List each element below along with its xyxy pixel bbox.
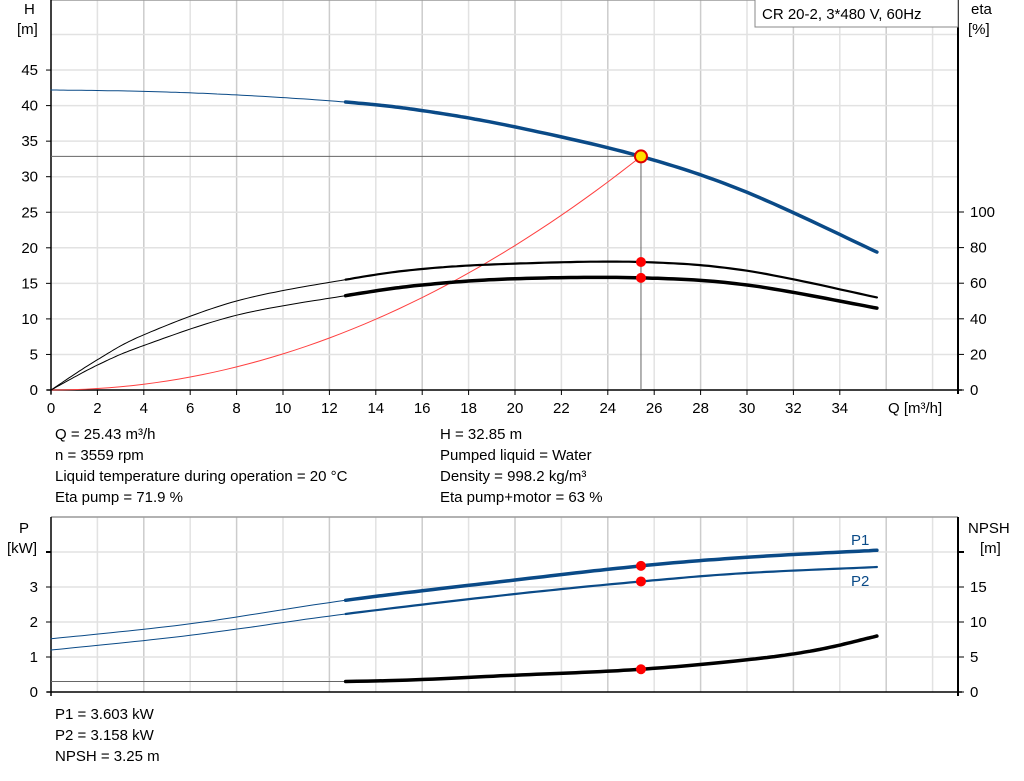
p-axis-label: [kW] <box>7 540 37 557</box>
x-tick-label: 20 <box>507 400 524 417</box>
info-temp: Liquid temperature during operation = 20… <box>55 468 348 485</box>
system-curve <box>50 156 642 391</box>
P1-curve <box>343 548 879 603</box>
p-tick-label: 0 <box>30 684 38 701</box>
info-q: Q = 25.43 m³/h <box>55 426 156 443</box>
eta-tick-label: 80 <box>970 240 987 257</box>
x-tick-label: 22 <box>553 400 570 417</box>
P1-curve-thin <box>50 599 347 640</box>
legend-box <box>754 0 959 28</box>
p-tick-label: 2 <box>30 614 38 631</box>
x-tick-label: 12 <box>321 400 338 417</box>
eta-axis-label: [%] <box>968 21 990 38</box>
eta-pump-motor-point <box>635 272 646 283</box>
eta-axis-label: eta <box>971 1 993 18</box>
y-axis-label: H <box>24 1 35 18</box>
x-tick-label: 32 <box>785 400 802 417</box>
y-tick-label: 0 <box>30 382 38 399</box>
x-tick-label: 16 <box>414 400 431 417</box>
eta-tick-label: 40 <box>970 311 987 328</box>
eta-tick-label: 60 <box>970 275 987 292</box>
npsh-axis-label: NPSH <box>968 520 1010 537</box>
info-n: n = 3559 rpm <box>55 447 144 464</box>
y-tick-label: 35 <box>21 133 38 150</box>
y-tick-label: 20 <box>21 240 38 257</box>
info-liquid: Pumped liquid = Water <box>440 447 592 464</box>
y-tick-label: 5 <box>30 346 38 363</box>
operating-point <box>633 149 648 164</box>
y-tick-label: 30 <box>21 169 38 186</box>
x-tick-label: 24 <box>599 400 616 417</box>
npsh-tick-label: 0 <box>970 684 978 701</box>
info-p2: P2 = 3.158 kW <box>55 727 154 744</box>
x-tick-label: 6 <box>186 400 194 417</box>
y-tick-label: 40 <box>21 98 38 115</box>
x-axis-label: Q [m³/h] <box>888 400 942 417</box>
eta-pump-motor-curve-thin <box>50 295 347 391</box>
x-tick-label: 34 <box>831 400 848 417</box>
legend-text: CR 20-2, 3*480 V, 60Hz <box>762 6 922 23</box>
H-curve <box>343 100 879 254</box>
info-bottom: P1 = 3.603 kW P2 = 3.158 kW NPSH = 3.25 … <box>55 704 160 767</box>
y-tick-label: 10 <box>21 311 38 328</box>
x-tick-label: 4 <box>140 400 148 417</box>
x-tick-label: 30 <box>739 400 756 417</box>
eta-pump-point <box>635 257 646 268</box>
y-axis-label: [m] <box>17 21 38 38</box>
x-tick-label: 2 <box>93 400 101 417</box>
eta-pump-curve-thin <box>50 279 347 391</box>
info-p1: P1 = 3.603 kW <box>55 706 154 723</box>
NPSH-point <box>635 664 646 675</box>
info-h: H = 32.85 m <box>440 426 523 443</box>
npsh-tick-label: 5 <box>970 649 978 666</box>
x-tick-label: 0 <box>47 400 55 417</box>
eta-tick-label: 20 <box>970 346 987 363</box>
H-curve-thin <box>50 89 347 103</box>
info-density: Density = 998.2 kg/m³ <box>440 468 587 485</box>
y-tick-label: 15 <box>21 275 38 292</box>
npsh-tick-label: 10 <box>970 614 987 631</box>
p-tick-label: 3 <box>30 579 38 596</box>
info-npsh: NPSH = 3.25 m <box>55 748 160 765</box>
npsh-tick-label: 15 <box>970 579 987 596</box>
P1-point <box>635 560 646 571</box>
info-top-left: Q = 25.43 m³/h n = 3559 rpm Liquid tempe… <box>55 424 347 508</box>
info-eta-total: Eta pump+motor = 63 % <box>440 489 603 506</box>
npsh-axis-label: [m] <box>980 540 1001 557</box>
y-tick-label: 45 <box>21 62 38 79</box>
p1-series-label: P1 <box>851 532 869 549</box>
x-tick-label: 28 <box>692 400 709 417</box>
p2-series-label: P2 <box>851 573 869 590</box>
info-top-right: H = 32.85 m Pumped liquid = Water Densit… <box>440 424 603 508</box>
info-eta-pump: Eta pump = 71.9 % <box>55 489 183 506</box>
NPSH-curve <box>343 634 879 684</box>
p-axis-label: P <box>19 520 29 537</box>
x-tick-label: 18 <box>460 400 477 417</box>
x-tick-label: 14 <box>367 400 384 417</box>
eta-tick-label: 100 <box>970 204 995 221</box>
P2-curve-thin <box>50 613 347 651</box>
x-tick-label: 8 <box>232 400 240 417</box>
y-tick-label: 25 <box>21 204 38 221</box>
x-tick-label: 10 <box>275 400 292 417</box>
P2-point <box>635 576 646 587</box>
eta-pump-curve <box>344 260 879 299</box>
p-tick-label: 1 <box>30 649 38 666</box>
eta-pump-motor-curve <box>343 275 879 310</box>
eta-tick-label: 0 <box>970 382 978 399</box>
x-tick-label: 26 <box>646 400 663 417</box>
